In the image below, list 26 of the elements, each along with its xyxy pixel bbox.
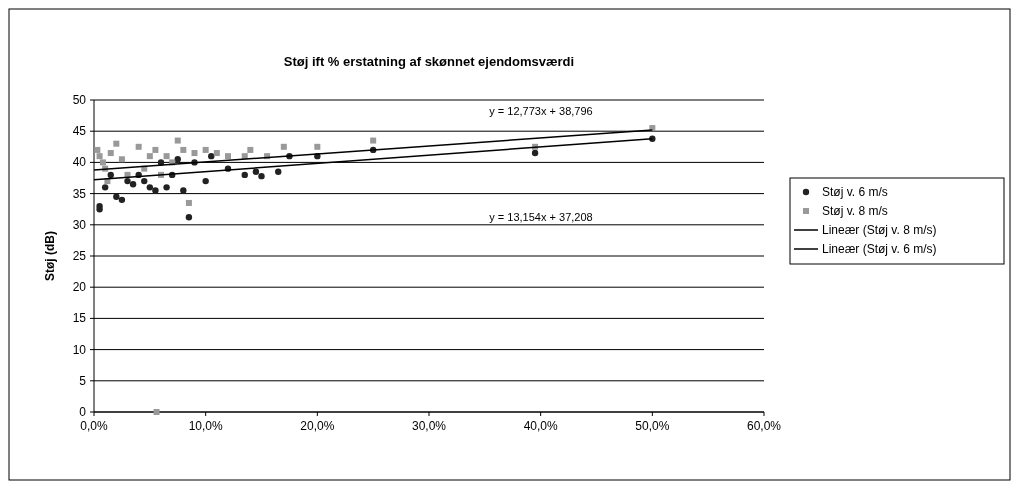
x-tick-label: 10,0% [188, 419, 224, 433]
x-tick-label: 50,0% [635, 419, 670, 433]
x-tick-label: 40,0% [523, 419, 559, 433]
x-tick-label: 0,0% [80, 419, 108, 433]
y-tick-label: 40 [72, 155, 87, 170]
y-tick-label: 35 [72, 186, 87, 201]
annotation: y = 13,154x + 37,208 [489, 210, 593, 223]
x-tick-label: 30,0% [411, 419, 447, 433]
y-tick-label: 20 [72, 280, 87, 295]
y-tick-label: 50 [72, 93, 87, 107]
y-tick-label: 5 [79, 373, 87, 388]
legend-label: Støj v. 6 m/s [822, 185, 888, 199]
x-tick-label: 20,0% [300, 419, 335, 433]
y-tick-label: 30 [72, 217, 87, 232]
y-tick-label: 0 [79, 405, 87, 419]
y-tick-label: 15 [72, 311, 87, 326]
legend-label: Støj v. 8 m/s [822, 204, 888, 218]
legend-label: Lineær (Støj v. 6 m/s) [822, 242, 937, 256]
y-tick-label: 10 [72, 342, 87, 357]
legend-label: Lineær (Støj v. 8 m/s) [822, 223, 937, 237]
y-tick-label: 45 [72, 124, 87, 139]
y-axis-title: Støj (dB) [43, 231, 57, 281]
annotation: y = 12,773x + 38,796 [489, 104, 593, 117]
x-tick-label: 60,0% [746, 419, 782, 433]
chart-title: Støj ift % erstatning af skønnet ejendomsværdi [283, 54, 575, 69]
y-tick-label: 25 [72, 249, 87, 263]
